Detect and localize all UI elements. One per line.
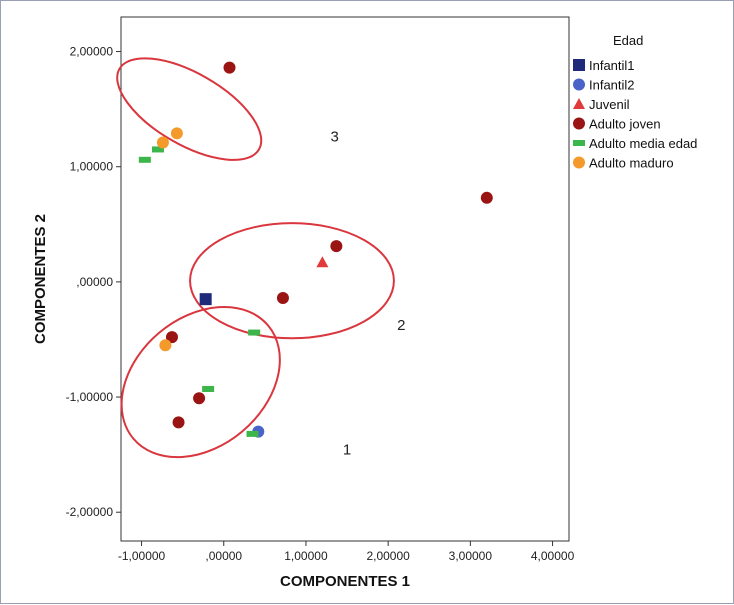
cluster-ellipse-1 (120, 305, 281, 459)
cluster-label-3: 3 (331, 128, 339, 145)
point-adulto-joven (193, 392, 206, 405)
x-tick-label: 2,00000 (366, 549, 410, 563)
point-adulto-media-edad (246, 430, 259, 437)
point-adulto-joven (330, 240, 343, 253)
legend-marker-infantil1 (573, 59, 585, 71)
y-tick-label: 2,00000 (70, 45, 114, 59)
point-adulto-media-edad (138, 156, 151, 163)
point-adulto-joven (172, 416, 185, 429)
y-tick-label: -1,00000 (66, 390, 114, 404)
legend-marker-adulto-joven (573, 117, 585, 130)
legend-title: Edad (613, 33, 643, 48)
x-axis-title: COMPONENTES 1 (280, 573, 410, 590)
point-adulto-maduro (170, 127, 183, 140)
point-adulto-joven (223, 61, 236, 74)
legend-marker-adulto-maduro (573, 156, 585, 169)
legend-label-adulto-media-edad: Adulto media edad (589, 136, 697, 151)
y-axis-title: COMPONENTES 2 (32, 214, 49, 344)
cluster-ellipse-2 (189, 222, 395, 340)
point-adulto-joven (165, 331, 178, 344)
y-tick-label: 1,00000 (70, 160, 114, 174)
legend-label-adulto-maduro: Adulto maduro (589, 156, 674, 171)
legend-marker-juvenil (573, 98, 585, 109)
x-tick-label: 3,00000 (449, 549, 493, 563)
point-infantil1 (199, 293, 212, 306)
point-adulto-joven (480, 191, 493, 204)
plot-area (120, 16, 570, 542)
legend-label-adulto-joven: Adulto joven (589, 117, 661, 132)
point-adulto-maduro (156, 136, 169, 149)
x-tick-label: ,00000 (205, 549, 242, 563)
legend-marker-adulto-media-edad (573, 140, 585, 146)
cluster-label-1: 1 (343, 442, 351, 459)
cluster-label-2: 2 (397, 317, 405, 334)
y-tick-label: ,00000 (76, 275, 113, 289)
x-tick-label: 1,00000 (284, 549, 328, 563)
point-adulto-media-edad (151, 146, 164, 153)
cluster-ellipse-3 (116, 57, 263, 161)
y-tick-label: -2,00000 (66, 505, 114, 519)
x-tick-label: -1,00000 (118, 549, 166, 563)
legend-marker-infantil2 (573, 78, 585, 91)
point-juvenil (316, 256, 329, 268)
legend-label-infantil1: Infantil1 (589, 58, 635, 73)
legend-label-juvenil: Juvenil (589, 97, 630, 112)
legend-label-infantil2: Infantil2 (589, 78, 635, 93)
x-tick-label: 4,00000 (531, 549, 575, 563)
point-adulto-media-edad (248, 329, 261, 336)
point-adulto-joven (276, 292, 289, 305)
point-adulto-media-edad (202, 385, 215, 392)
point-adulto-maduro (159, 339, 172, 352)
